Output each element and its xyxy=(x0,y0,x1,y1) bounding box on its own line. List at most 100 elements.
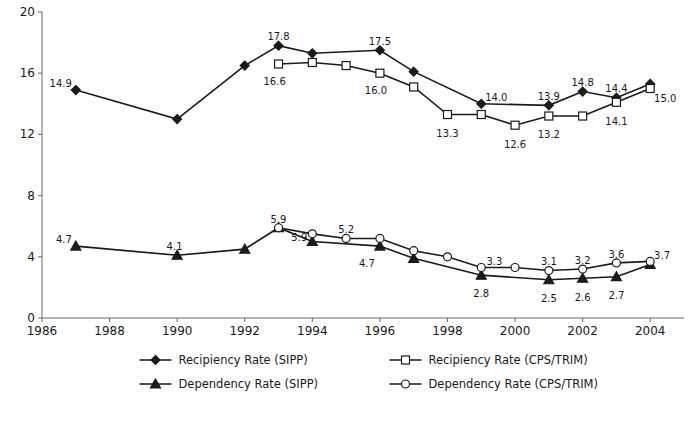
annotation: 2.7 xyxy=(608,290,624,301)
annotation: 15.0 xyxy=(654,93,676,104)
annotation: 2.6 xyxy=(575,292,591,303)
point xyxy=(240,61,249,70)
point xyxy=(544,275,554,284)
point xyxy=(173,115,182,124)
annotation: 3.1 xyxy=(541,256,557,267)
x-tick xyxy=(379,318,380,322)
point xyxy=(443,253,451,261)
point xyxy=(579,112,587,120)
x-tick-label: 2002 xyxy=(567,324,598,338)
x-tick xyxy=(650,318,651,322)
x-tick-label: 1998 xyxy=(432,324,463,338)
point xyxy=(579,265,587,273)
annotation: 14.1 xyxy=(605,116,627,127)
x-tick-label: 2000 xyxy=(500,324,531,338)
x-axis-line xyxy=(42,318,684,319)
annotation: 12.6 xyxy=(504,139,526,150)
y-tick-label: 20 xyxy=(20,5,35,19)
annotation: 4.1 xyxy=(167,241,183,252)
x-tick-label: 1988 xyxy=(94,324,125,338)
point xyxy=(376,69,384,77)
legend-label: Dependency Rate (CPS/TRIM) xyxy=(429,377,599,391)
legend-item: Dependency Rate (SIPP) xyxy=(140,377,319,391)
plot-area xyxy=(71,41,655,284)
x-tick-label: 1996 xyxy=(365,324,396,338)
point xyxy=(375,46,384,55)
annotation: 14.4 xyxy=(605,83,627,94)
legend-label: Dependency Rate (SIPP) xyxy=(179,377,319,391)
x-tick xyxy=(447,318,448,322)
annotation: 5.9 xyxy=(291,232,307,243)
point xyxy=(71,241,81,250)
y-tick-label: 4 xyxy=(27,250,35,264)
x-tick xyxy=(109,318,110,322)
point xyxy=(578,273,588,282)
y-tick xyxy=(38,318,42,319)
point xyxy=(410,83,418,91)
legend-item: Recipiency Rate (CPS/TRIM) xyxy=(390,353,588,367)
annotations: 14.917.817.514.013.914.814.416.616.013.3… xyxy=(50,31,677,304)
legend-item: Dependency Rate (CPS/TRIM) xyxy=(390,377,599,391)
point xyxy=(308,230,316,238)
point xyxy=(578,87,587,96)
point xyxy=(511,264,519,272)
y-tick xyxy=(38,256,42,257)
y-tick xyxy=(38,195,42,196)
legend-label: Recipiency Rate (SIPP) xyxy=(179,353,308,367)
annotation: 4.7 xyxy=(56,234,72,245)
series xyxy=(275,224,655,275)
point xyxy=(612,98,620,106)
point xyxy=(646,85,654,93)
point xyxy=(477,111,485,119)
series xyxy=(275,58,655,129)
legend: Recipiency Rate (SIPP) Recipiency Rate (C… xyxy=(140,353,599,391)
point xyxy=(409,67,418,76)
series-line xyxy=(76,46,650,119)
point xyxy=(308,49,317,58)
annotation: 4.7 xyxy=(359,258,375,269)
point xyxy=(477,264,485,272)
point xyxy=(611,272,621,281)
point xyxy=(275,224,283,232)
annotation: 3.3 xyxy=(486,256,502,267)
annotation: 2.8 xyxy=(473,288,489,299)
annotation: 14.0 xyxy=(485,92,507,103)
legend-marker xyxy=(402,380,410,388)
legend-item: Recipiency Rate (SIPP) xyxy=(140,353,308,367)
legend-marker xyxy=(151,356,160,365)
annotation: 14.8 xyxy=(571,77,593,88)
x-tick xyxy=(177,318,178,322)
y-tick-label: 16 xyxy=(20,66,35,80)
x-tick-label: 1994 xyxy=(297,324,328,338)
y-tick xyxy=(38,134,42,135)
point xyxy=(71,86,80,95)
series xyxy=(71,223,655,284)
point xyxy=(342,234,350,242)
annotation: 3.6 xyxy=(608,249,624,260)
point xyxy=(410,247,418,255)
legend-marker xyxy=(151,379,161,388)
legend-marker xyxy=(402,356,410,364)
point xyxy=(240,244,250,253)
point xyxy=(646,257,654,265)
point xyxy=(376,234,384,242)
annotation: 5.2 xyxy=(338,224,354,235)
annotation: 14.9 xyxy=(50,78,72,89)
point xyxy=(511,121,519,129)
annotation: 16.6 xyxy=(263,76,285,87)
x-tick xyxy=(244,318,245,322)
annotation: 3.7 xyxy=(654,250,670,261)
x-tick-label: 1992 xyxy=(229,324,260,338)
point xyxy=(308,58,316,66)
x-tick xyxy=(582,318,583,322)
annotation: 13.2 xyxy=(538,129,560,140)
point xyxy=(612,259,620,267)
x-tick xyxy=(312,318,313,322)
annotation: 16.0 xyxy=(365,85,387,96)
point xyxy=(545,112,553,120)
y-tick-label: 12 xyxy=(20,127,35,141)
point xyxy=(443,111,451,119)
point xyxy=(275,60,283,68)
series-line xyxy=(279,228,651,271)
axes: 1986198819901992199419961998200020022004… xyxy=(20,5,684,338)
